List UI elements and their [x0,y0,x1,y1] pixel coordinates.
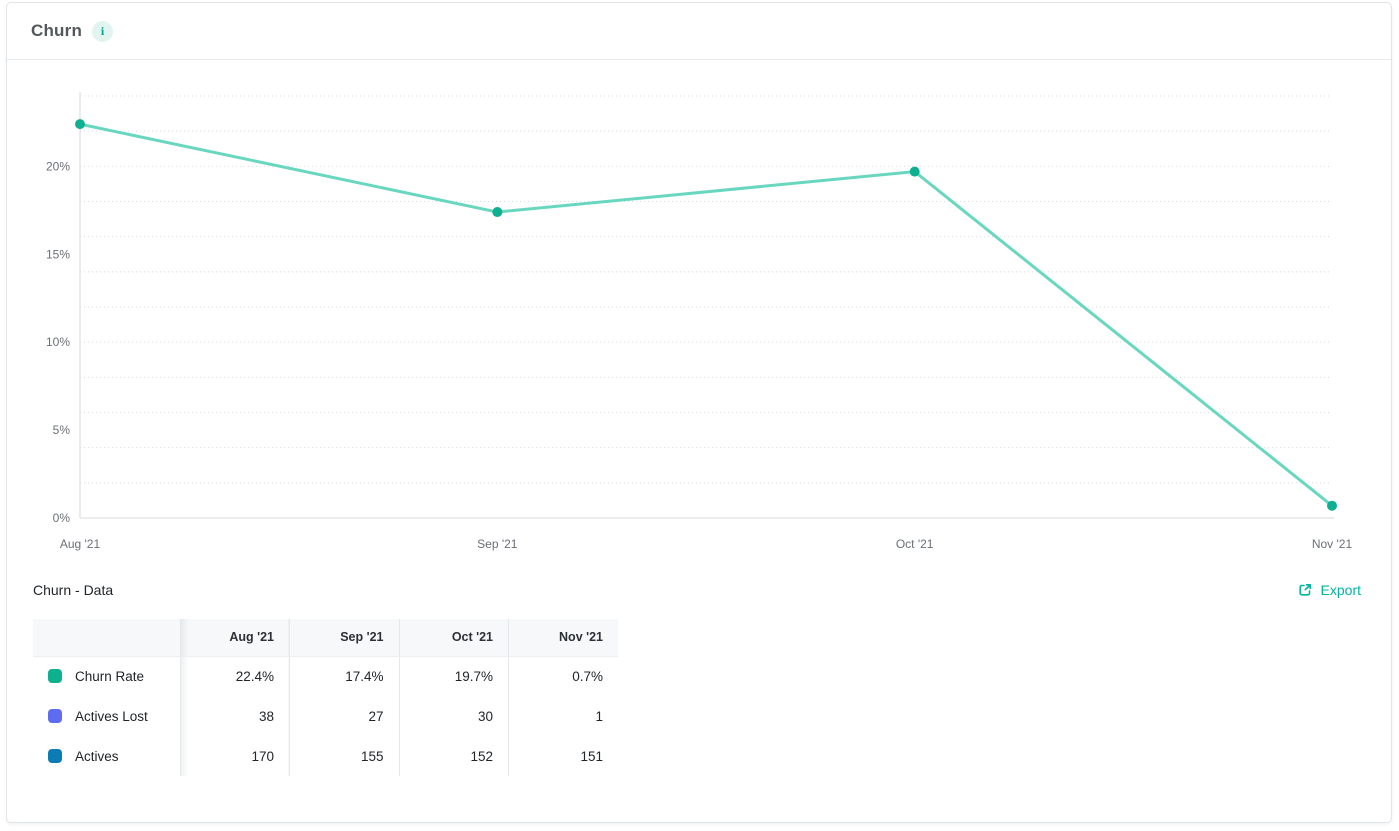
x-tick-label: Aug '21 [60,537,101,551]
x-tick-label: Oct '21 [896,537,934,551]
data-point-1[interactable] [492,207,503,218]
x-tick-label: Sep '21 [477,537,518,551]
y-tick-label: 5% [53,423,71,437]
table-cell: 27 [289,696,399,736]
table-cell: 151 [508,736,618,776]
data-section: Churn - Data Export Aug '21 [7,560,1391,776]
export-icon [1297,582,1313,598]
table-cell: 1 [508,696,618,736]
column-header: Sep '21 [289,619,399,657]
data-point-3[interactable] [1327,500,1337,511]
table-row-actives-lost: Actives Lost 38 27 30 1 [33,696,618,736]
y-tick-label: 0% [53,511,71,525]
row-label: Actives [75,748,119,764]
churn-data-table: Aug '21 Sep '21 Oct '21 Nov '21 Churn Ra… [33,619,618,776]
info-icon[interactable]: i [92,20,114,42]
data-section-head: Churn - Data Export [33,582,1361,598]
column-header: Oct '21 [398,619,509,657]
table-corner-cell [33,619,180,657]
page-title: Churn [31,21,83,40]
table-header-row: Aug '21 Sep '21 Oct '21 Nov '21 [33,619,618,657]
churn-chart[interactable]: 0% 5% 10% 15% 20% Aug '21 Sep '21 Oct '21 Nov '2… [7,60,1391,560]
table-cell: 30 [398,696,509,736]
y-tick-label: 10% [46,335,70,349]
card-header: Churn i [7,3,1391,60]
row-label: Churn Rate [75,668,145,684]
table-cell: 22.4% [179,656,290,696]
y-tick-label: 20% [46,159,70,173]
churn-chart-svg[interactable]: 0% 5% 10% 15% 20% Aug '21 Sep '21 Oct '21 Nov '2… [7,60,1391,560]
table-cell: 170 [179,736,290,776]
table-cell: 0.7% [508,656,618,696]
row-label: Actives Lost [75,708,148,724]
x-tick-label: Nov '21 [1312,537,1353,551]
churn-card: Churn i 0% 5% 10% 15% 20% Aug '21 Sep '21 Oct '… [6,2,1392,823]
actives-swatch [48,749,62,763]
data-point-2[interactable] [909,166,920,177]
table-cell: 19.7% [398,656,509,696]
column-header: Nov '21 [508,619,618,657]
y-tick-label: 15% [46,247,70,261]
churn-rate-swatch [48,669,62,684]
table-cell: 38 [179,696,290,736]
data-section-title: Churn - Data [33,582,114,598]
column-header: Aug '21 [179,619,290,657]
row-label-cell: Churn Rate [33,656,180,696]
actives-lost-swatch [48,709,62,723]
table-cell: 155 [289,736,399,776]
row-label-cell: Actives Lost [33,696,180,736]
table-row-actives: Actives 170 155 152 151 [33,736,618,776]
table-cell: 17.4% [289,656,399,696]
data-point-0[interactable] [75,119,85,130]
table-cell: 152 [398,736,509,776]
export-button[interactable]: Export [1297,582,1361,598]
table-row-churn-rate: Churn Rate 22.4% 17.4% 19.7% 0.7% [33,656,618,696]
churn-rate-line [78,122,1334,508]
row-label-cell: Actives [33,736,180,776]
export-label: Export [1320,582,1361,598]
